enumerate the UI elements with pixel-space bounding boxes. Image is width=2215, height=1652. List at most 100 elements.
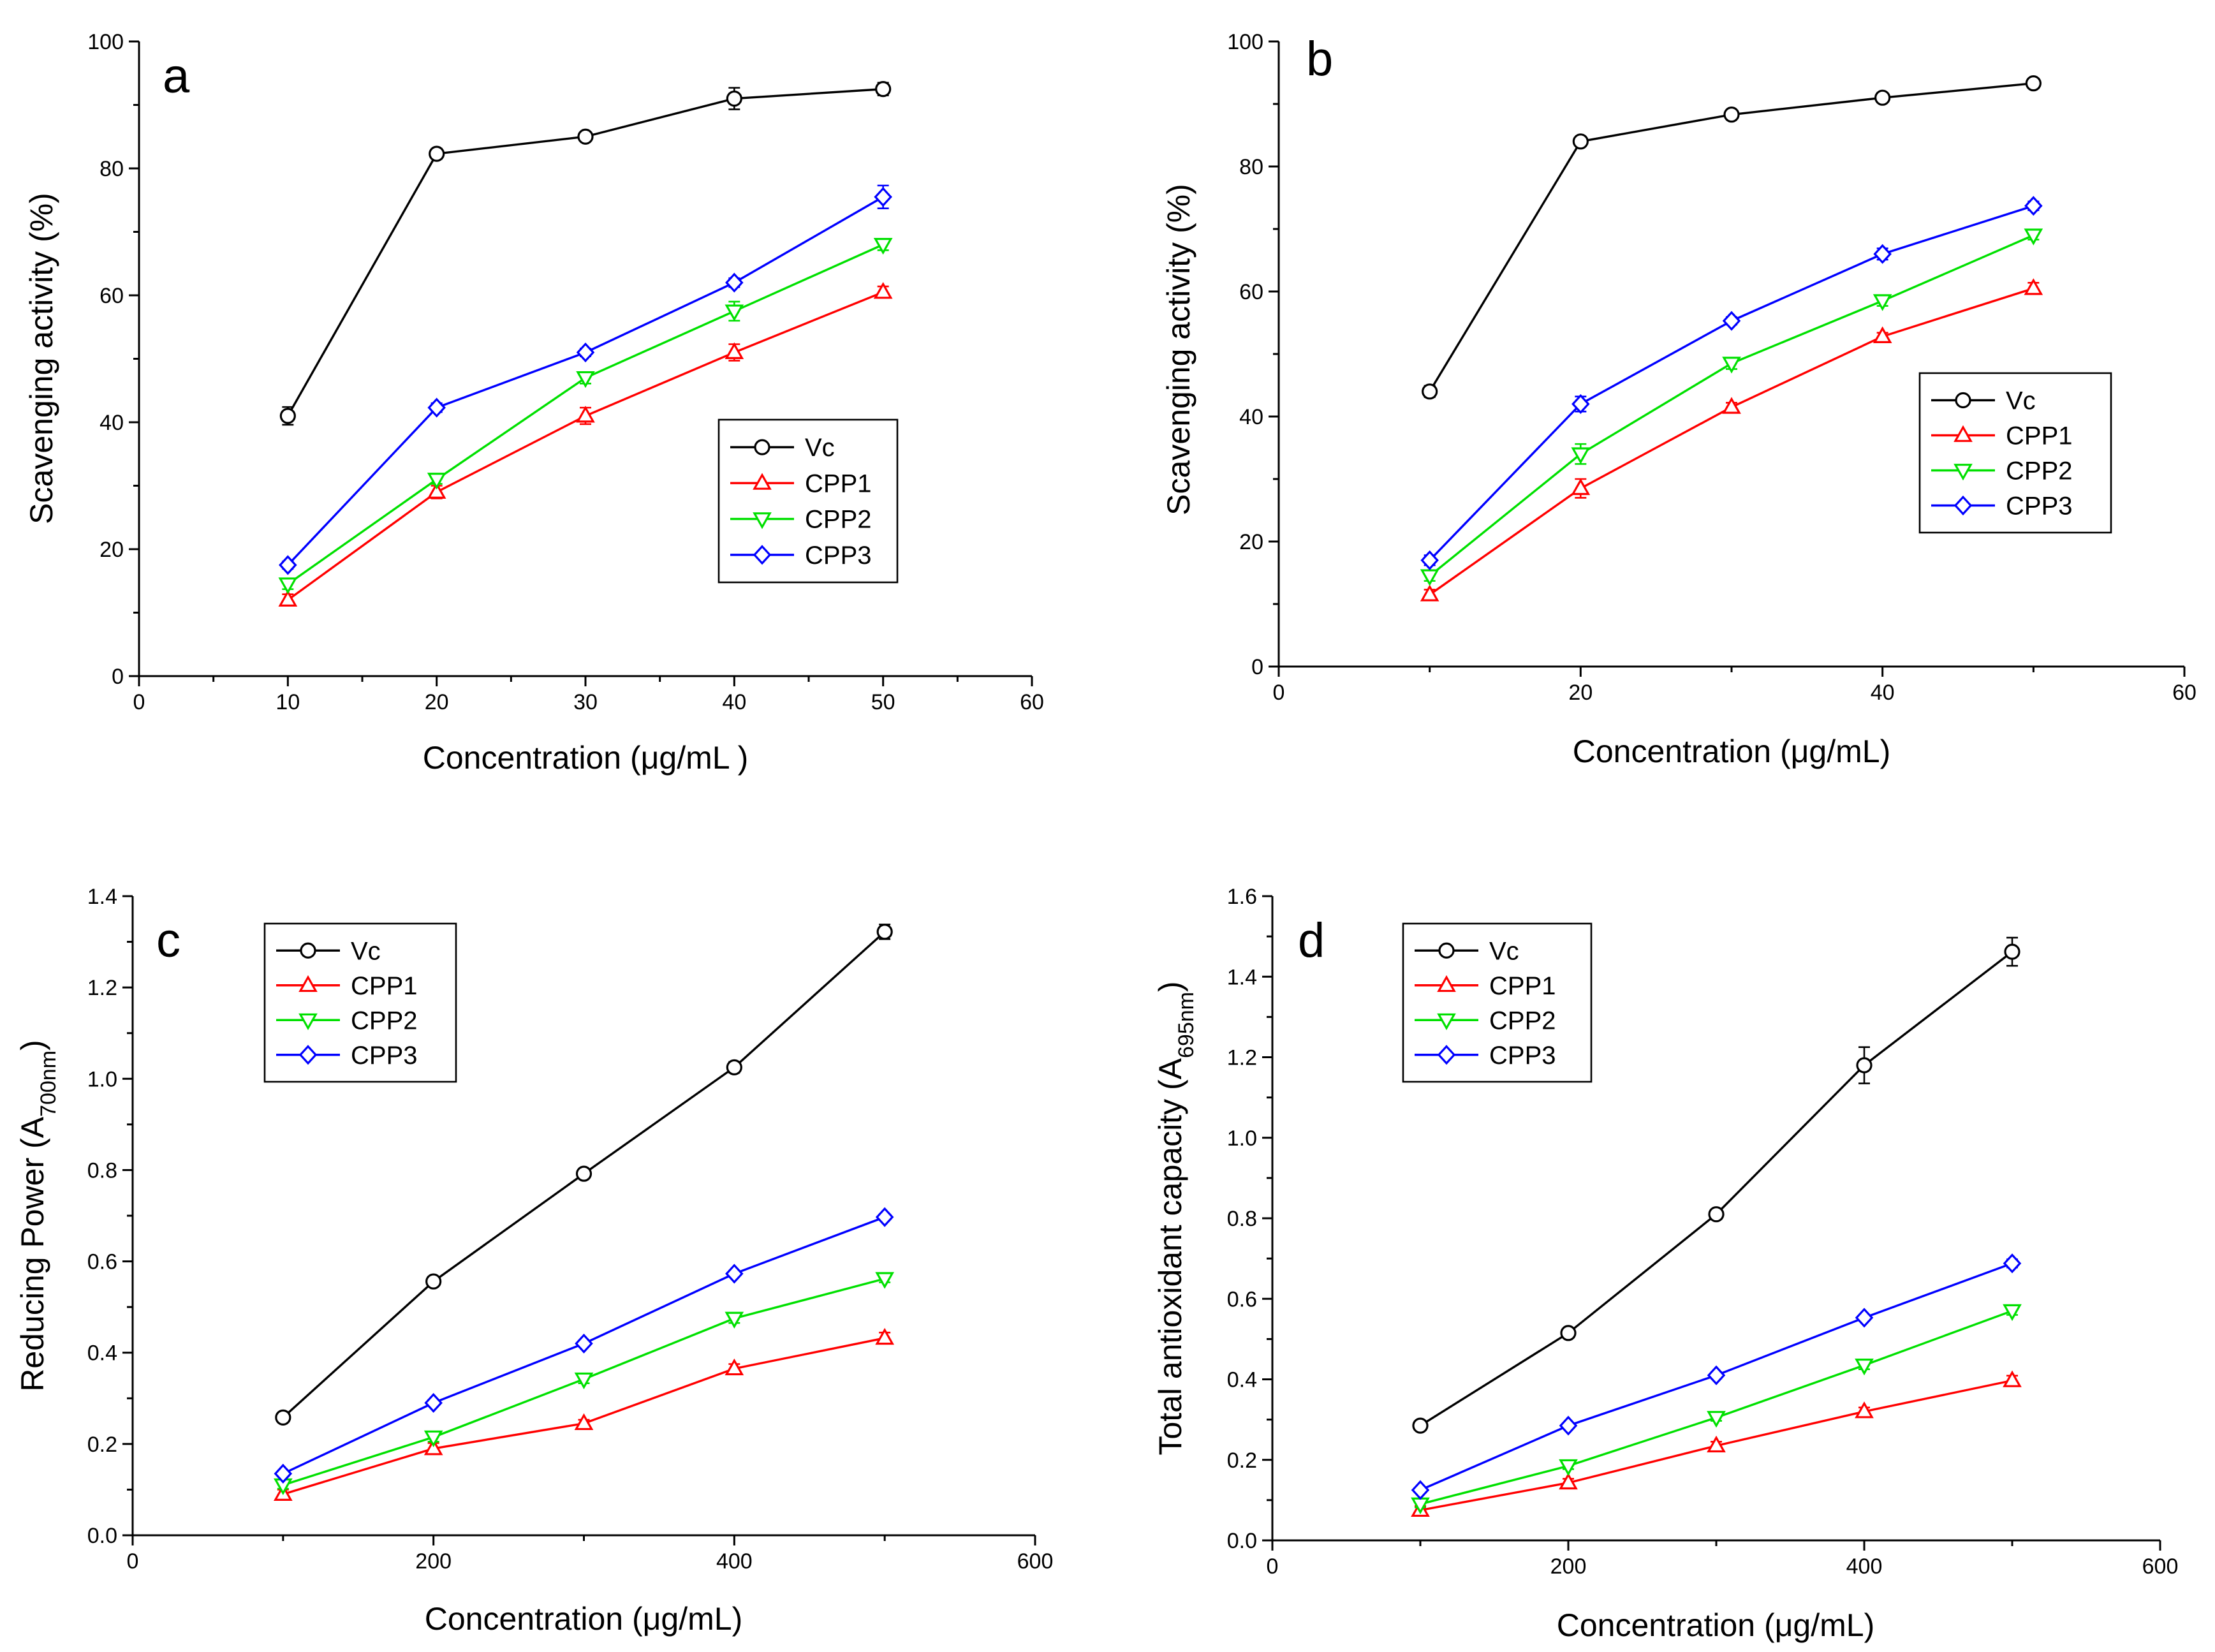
legend-marker [753, 473, 772, 490]
y-axis-title-close: ) [15, 1040, 50, 1051]
legend-entry-cpp3: CPP3 [276, 1042, 418, 1070]
legend-marker [300, 942, 316, 959]
legend: Vc CPP1 CPP2 CPP3 [1918, 372, 2112, 534]
y-tick-label: 0.0 [87, 1524, 117, 1548]
x-tick-label: 30 [573, 690, 598, 714]
data-point [725, 304, 744, 321]
y-tick-label: 40 [1239, 405, 1263, 429]
legend-entry-cpp1: CPP1 [276, 972, 418, 1000]
legend-entry-cpp2: CPP2 [730, 506, 872, 534]
data-point [427, 482, 446, 499]
data-point [1420, 569, 1439, 586]
data-point [274, 1463, 293, 1484]
legend-marker [753, 545, 772, 565]
data-point [279, 555, 297, 575]
data-point [1874, 89, 1891, 106]
x-tick-label: 0 [133, 690, 145, 714]
data-point [874, 187, 892, 207]
x-axis-title: Concentration (μg/mL ) [423, 740, 749, 776]
legend-label: CPP1 [2006, 422, 2073, 450]
x-tick-label: 50 [871, 690, 895, 714]
y-axis-title-main: Total antioxidant capacity (A [1152, 1058, 1188, 1455]
data-point [1411, 1480, 1430, 1500]
data-point [574, 1413, 594, 1431]
legend-label: CPP3 [805, 542, 872, 570]
x-tick-label: 0 [1267, 1554, 1279, 1579]
legend-marker [1954, 464, 1973, 481]
legend-marker [753, 512, 772, 529]
series-cpp3 [279, 184, 892, 575]
panel-c: c Concentration (μg/mL) Reducing Power (… [15, 885, 1053, 1637]
y-axis-title-main: Reducing Power (A [15, 1116, 50, 1391]
x-tick-label: 200 [1550, 1554, 1587, 1579]
legend-marker [1954, 425, 1973, 442]
data-point [425, 1273, 442, 1290]
y-tick-label: 1.4 [87, 885, 117, 909]
y-tick-label: 60 [1239, 280, 1263, 304]
data-point [1572, 133, 1589, 150]
data-point [1420, 584, 1439, 601]
data-point [2024, 278, 2043, 295]
legend-label: CPP1 [1489, 972, 1556, 1000]
data-point [423, 1430, 443, 1448]
data-point [725, 1311, 744, 1329]
x-tick-label: 60 [1020, 690, 1044, 714]
data-point [1571, 447, 1591, 464]
y-tick-label: 1.2 [1227, 1046, 1257, 1070]
series-cpp1 [1411, 1370, 2022, 1517]
legend-entry-vc: Vc [276, 937, 381, 965]
y-axis-title: Scavenging activity (%) [24, 193, 59, 524]
y-tick-label: 0.2 [87, 1433, 117, 1457]
data-point [1723, 107, 1740, 123]
y-tick-label: 0.6 [87, 1250, 117, 1274]
series-vc [275, 924, 893, 1426]
data-point [577, 128, 594, 145]
y-tick-label: 0.8 [1227, 1207, 1257, 1231]
data-point [576, 406, 595, 423]
legend-marker [298, 1045, 318, 1065]
data-point [873, 238, 893, 255]
y-tick-label: 100 [1227, 30, 1263, 54]
legend-label: Vc [351, 937, 381, 965]
legend-entry-vc: Vc [1931, 387, 2036, 415]
x-tick-label: 0 [127, 1549, 139, 1574]
legend-marker [1437, 1013, 1456, 1031]
data-point [1708, 1206, 1725, 1223]
y-axis-title-main: Scavenging activity (%) [1161, 184, 1196, 515]
panel-a: a Concentration (μg/mL ) Scavenging acti… [24, 30, 1044, 776]
legend: Vc CPP1 CPP2 CPP3 [263, 922, 457, 1083]
y-axis-title: Reducing Power (A700nm) [15, 1040, 61, 1391]
y-tick-label: 80 [1239, 155, 1263, 179]
legend-label: CPP2 [2006, 457, 2073, 485]
data-point [427, 397, 446, 418]
series-cpp1 [273, 1327, 895, 1501]
data-point [726, 90, 742, 107]
legend-entry-cpp3: CPP3 [1415, 1042, 1556, 1070]
legend-entry-cpp1: CPP1 [1931, 422, 2073, 450]
x-axis-title: Concentration (μg/mL) [1573, 734, 1890, 769]
series-cpp2 [1411, 1304, 2022, 1515]
x-tick-label: 400 [1846, 1554, 1883, 1579]
data-point [576, 342, 595, 363]
data-point [1855, 1401, 1874, 1419]
data-point [424, 1392, 443, 1413]
x-axis-title: Concentration (μg/mL) [425, 1601, 742, 1637]
panel-letter: d [1298, 913, 1325, 968]
data-point [1707, 1435, 1726, 1453]
legend-marker [298, 1013, 318, 1031]
series-cpp1 [278, 282, 893, 607]
data-point [873, 282, 893, 299]
legend: Vc CPP1 CPP2 CPP3 [717, 418, 899, 584]
series-cpp3 [1420, 196, 2043, 570]
data-point [725, 342, 744, 359]
data-point [725, 1264, 744, 1284]
panel-b: b Concentration (μg/mL) Scavenging activ… [1161, 30, 2197, 769]
x-axis-title: Concentration (μg/mL) [1557, 1607, 1874, 1643]
legend-label: CPP2 [351, 1007, 418, 1035]
data-point [575, 1333, 593, 1353]
y-axis-title-close: ) [1152, 981, 1188, 992]
y-tick-label: 20 [1239, 530, 1263, 554]
legend-marker [1437, 1045, 1456, 1065]
legend-marker [754, 439, 770, 455]
x-tick-label: 400 [716, 1549, 753, 1574]
